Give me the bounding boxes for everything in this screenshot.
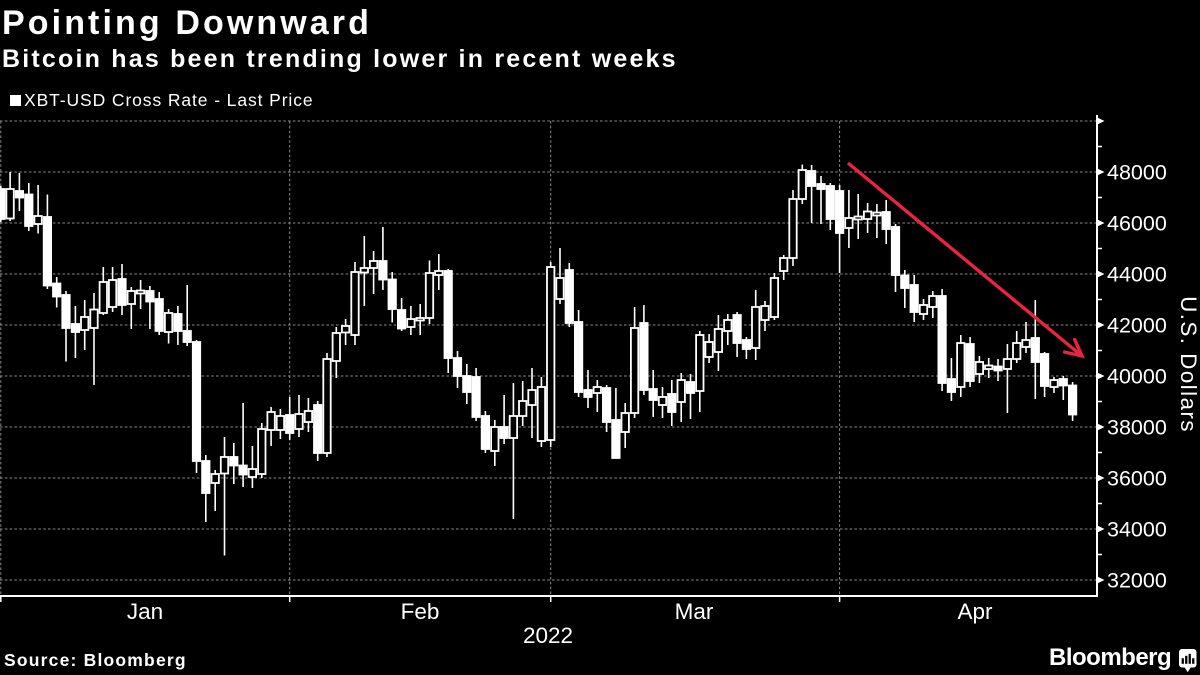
svg-text:Mar: Mar: [675, 599, 714, 624]
svg-text:2022: 2022: [523, 623, 573, 648]
svg-text:38000: 38000: [1107, 416, 1167, 440]
svg-text:48000: 48000: [1107, 161, 1167, 185]
svg-text:Feb: Feb: [401, 599, 440, 624]
svg-text:44000: 44000: [1107, 263, 1167, 287]
svg-text:46000: 46000: [1107, 212, 1167, 236]
svg-text:32000: 32000: [1107, 569, 1167, 593]
svg-text:40000: 40000: [1107, 365, 1167, 389]
svg-text:42000: 42000: [1107, 314, 1167, 338]
svg-text:Jan: Jan: [127, 599, 163, 624]
svg-text:34000: 34000: [1107, 518, 1167, 542]
svg-text:U.S. Dollars: U.S. Dollars: [1176, 296, 1200, 433]
svg-text:Apr: Apr: [957, 599, 993, 624]
svg-text:36000: 36000: [1107, 467, 1167, 491]
